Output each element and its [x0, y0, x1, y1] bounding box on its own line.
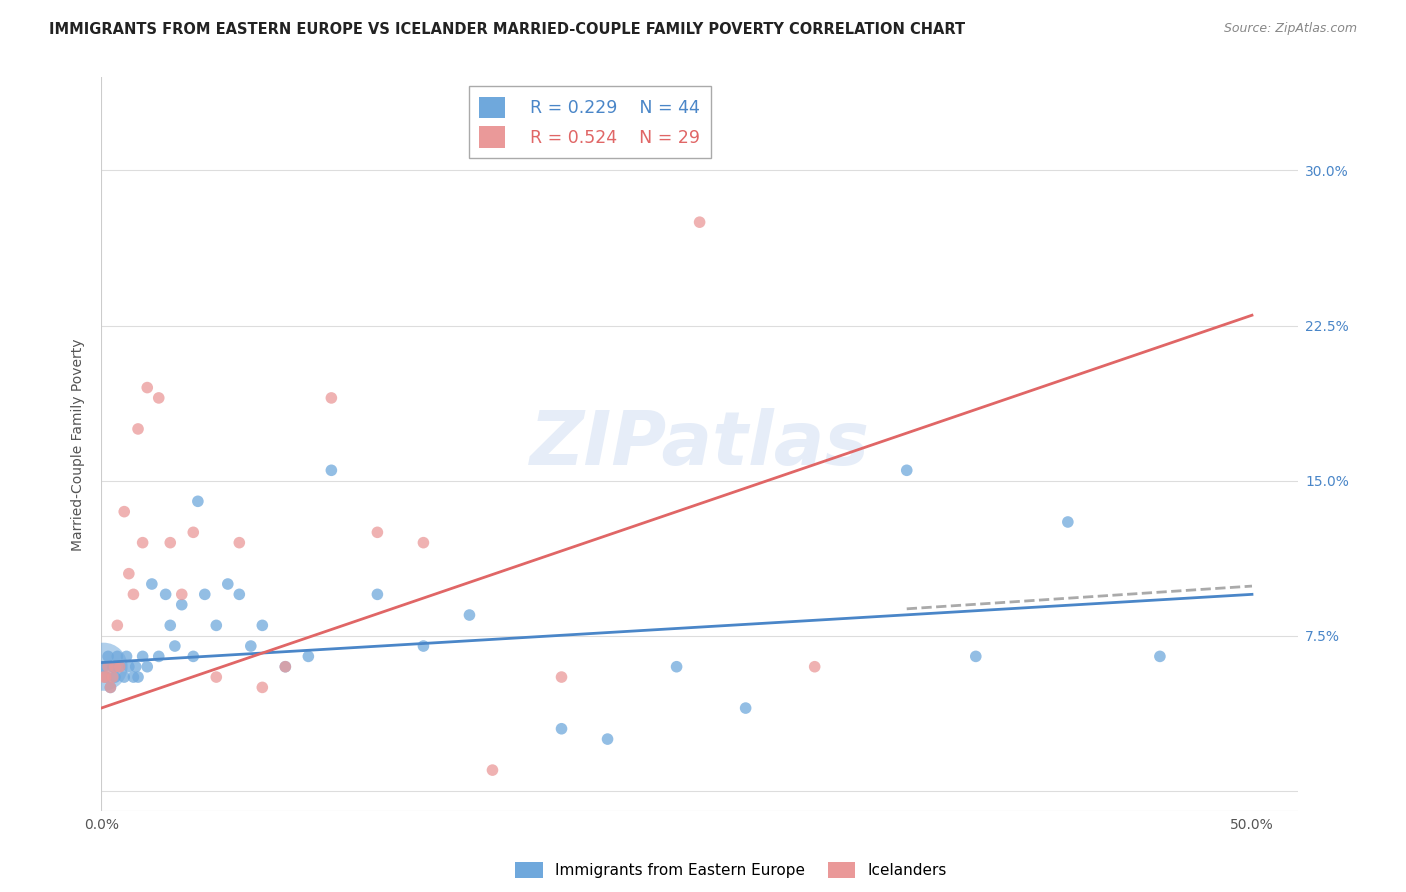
- Point: [181, 525, 204, 540]
- Point: [181, 649, 204, 664]
- Point: [194, 587, 217, 601]
- Point: [118, 566, 141, 581]
- Point: [155, 587, 177, 601]
- Point: [170, 598, 193, 612]
- Point: [366, 525, 388, 540]
- Point: [665, 659, 688, 673]
- Point: [118, 659, 141, 673]
- Point: [101, 670, 124, 684]
- Legend:   R = 0.229    N = 44,   R = 0.524    N = 29: R = 0.229 N = 44, R = 0.524 N = 29: [470, 87, 710, 158]
- Point: [148, 649, 170, 664]
- Point: [734, 701, 756, 715]
- Point: [100, 681, 122, 695]
- Point: [274, 659, 297, 673]
- Text: IMMIGRANTS FROM EASTERN EUROPE VS ICELANDER MARRIED-COUPLE FAMILY POVERTY CORREL: IMMIGRANTS FROM EASTERN EUROPE VS ICELAN…: [49, 22, 966, 37]
- Point: [148, 391, 170, 405]
- Point: [101, 659, 124, 673]
- Point: [108, 659, 131, 673]
- Point: [97, 649, 120, 664]
- Point: [115, 649, 138, 664]
- Point: [127, 422, 149, 436]
- Point: [228, 535, 250, 549]
- Point: [163, 639, 186, 653]
- Point: [896, 463, 918, 477]
- Legend: Immigrants from Eastern Europe, Icelanders: Immigrants from Eastern Europe, Icelande…: [509, 856, 953, 884]
- Point: [125, 659, 148, 673]
- Point: [252, 681, 274, 695]
- Point: [297, 649, 319, 664]
- Text: ZIPatlas: ZIPatlas: [530, 408, 869, 481]
- Point: [93, 659, 115, 673]
- Point: [112, 505, 135, 519]
- Point: [965, 649, 987, 664]
- Point: [321, 391, 343, 405]
- Point: [170, 587, 193, 601]
- Point: [252, 618, 274, 632]
- Point: [205, 618, 228, 632]
- Text: Source: ZipAtlas.com: Source: ZipAtlas.com: [1223, 22, 1357, 36]
- Point: [94, 670, 117, 684]
- Point: [1149, 649, 1171, 664]
- Point: [131, 649, 153, 664]
- Point: [104, 659, 127, 673]
- Point: [136, 381, 159, 395]
- Point: [94, 670, 117, 684]
- Point: [104, 670, 127, 684]
- Point: [412, 535, 434, 549]
- Point: [131, 535, 153, 549]
- Point: [239, 639, 262, 653]
- Point: [105, 649, 128, 664]
- Point: [803, 659, 825, 673]
- Point: [100, 681, 122, 695]
- Point: [105, 618, 128, 632]
- Point: [412, 639, 434, 653]
- Point: [97, 659, 120, 673]
- Point: [217, 577, 239, 591]
- Point: [274, 659, 297, 673]
- Point: [112, 670, 135, 684]
- Point: [321, 463, 343, 477]
- Point: [122, 587, 145, 601]
- Point: [550, 722, 572, 736]
- Point: [481, 763, 503, 777]
- Point: [596, 732, 619, 747]
- Point: [93, 659, 115, 673]
- Point: [458, 607, 481, 622]
- Point: [550, 670, 572, 684]
- Point: [366, 587, 388, 601]
- Point: [159, 618, 181, 632]
- Point: [136, 659, 159, 673]
- Point: [228, 587, 250, 601]
- Point: [108, 659, 131, 673]
- Point: [122, 670, 145, 684]
- Y-axis label: Married-Couple Family Poverty: Married-Couple Family Poverty: [72, 338, 86, 550]
- Point: [127, 670, 149, 684]
- Point: [159, 535, 181, 549]
- Point: [689, 215, 711, 229]
- Point: [205, 670, 228, 684]
- Point: [141, 577, 163, 591]
- Point: [93, 670, 115, 684]
- Point: [1056, 515, 1078, 529]
- Point: [187, 494, 209, 508]
